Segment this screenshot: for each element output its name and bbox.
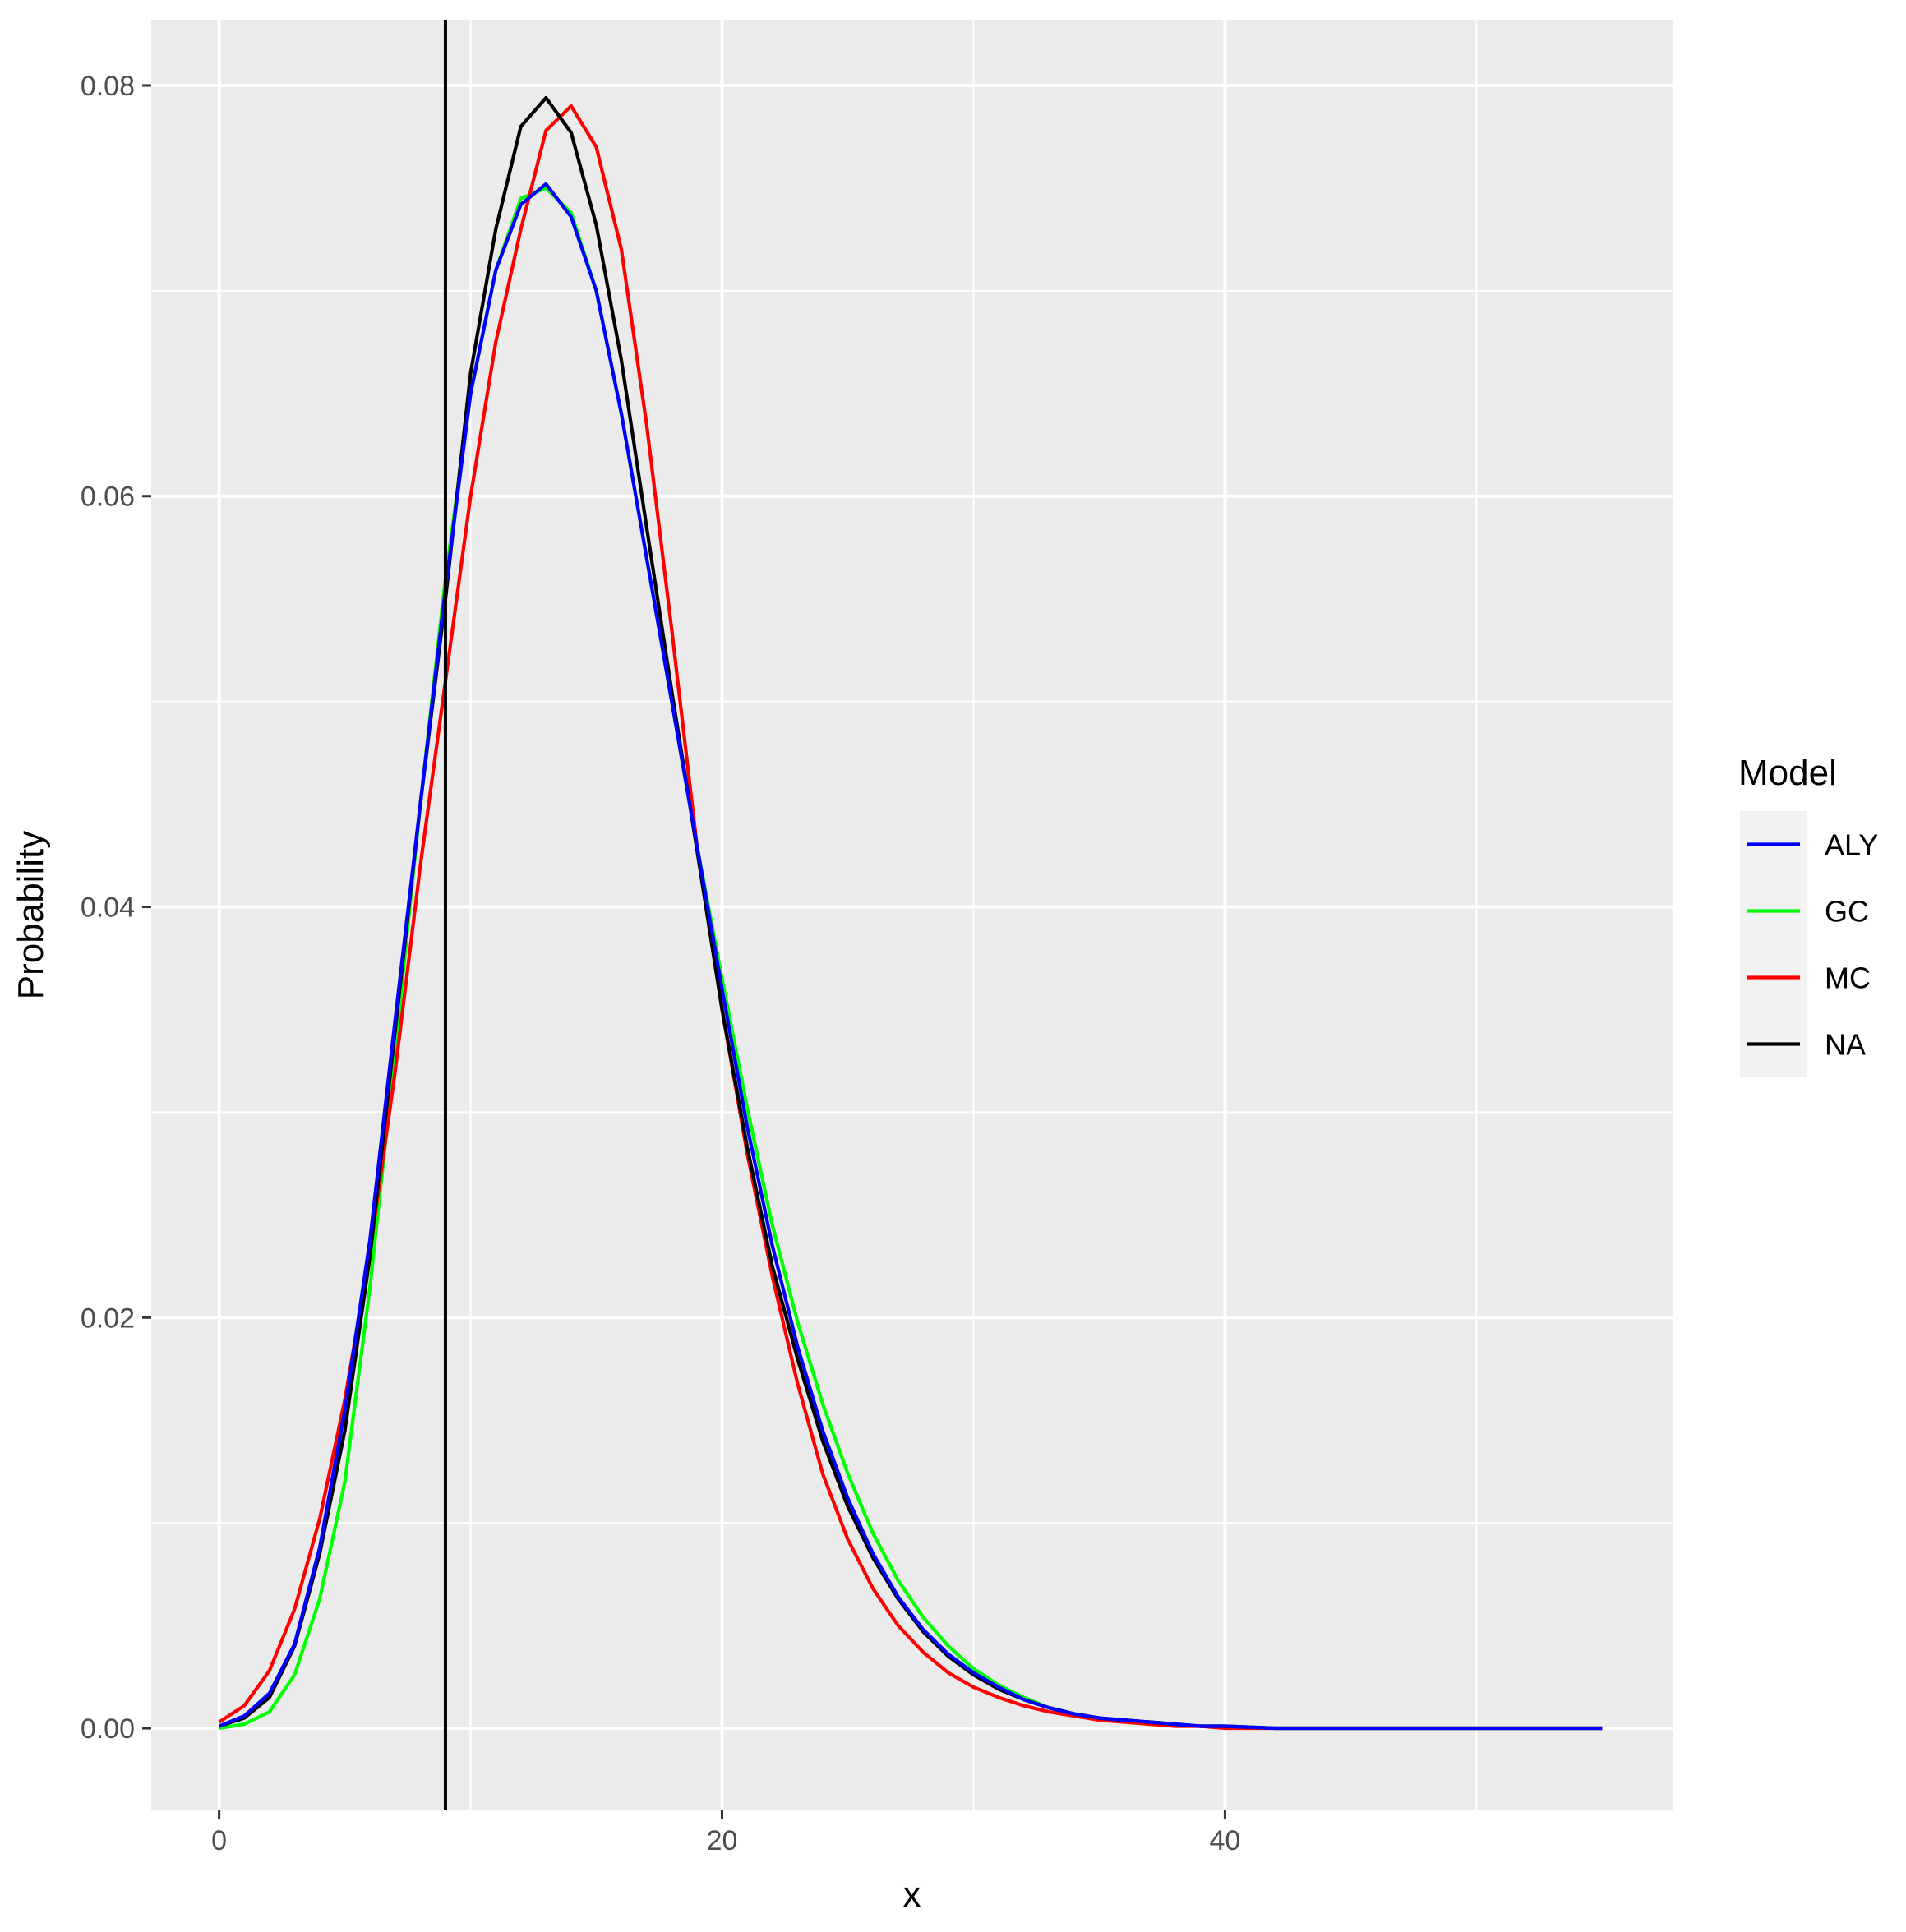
x-axis-title: x	[903, 1874, 921, 1915]
legend-key-background	[1740, 811, 1807, 1077]
legend-label-mc: MC	[1825, 961, 1871, 995]
y-tick-label: 0.00	[81, 1713, 135, 1745]
legend-title: Model	[1738, 753, 1837, 793]
minor-gridlines	[151, 20, 1673, 1810]
legend-label-aly: ALY	[1825, 828, 1878, 862]
y-tick-label: 0.06	[81, 482, 135, 513]
series-line-aly	[218, 182, 1603, 1731]
y-tick-label: 0.04	[81, 892, 135, 924]
y-axis: 0.00 0.02 0.04 0.06 0.08	[81, 71, 151, 1745]
x-tick-label: 40	[1209, 1825, 1240, 1856]
legend-label-gc: GC	[1825, 895, 1869, 929]
major-gridlines	[151, 20, 1673, 1810]
x-tick-label: 0	[211, 1825, 227, 1856]
y-tick-label: 0.02	[81, 1303, 135, 1334]
x-tick-label: 20	[707, 1825, 738, 1856]
y-tick-label: 0.08	[81, 71, 135, 102]
legend-label-na: NA	[1825, 1028, 1866, 1062]
x-axis: 0 20 40	[211, 1810, 1240, 1856]
series-layer	[218, 95, 1603, 1731]
y-axis-title: Probability	[11, 831, 51, 999]
legend: Model ALY GC MC NA	[1738, 753, 1878, 1077]
legend-entries: ALY GC MC NA	[1747, 828, 1878, 1062]
plot-panel	[151, 20, 1673, 1810]
